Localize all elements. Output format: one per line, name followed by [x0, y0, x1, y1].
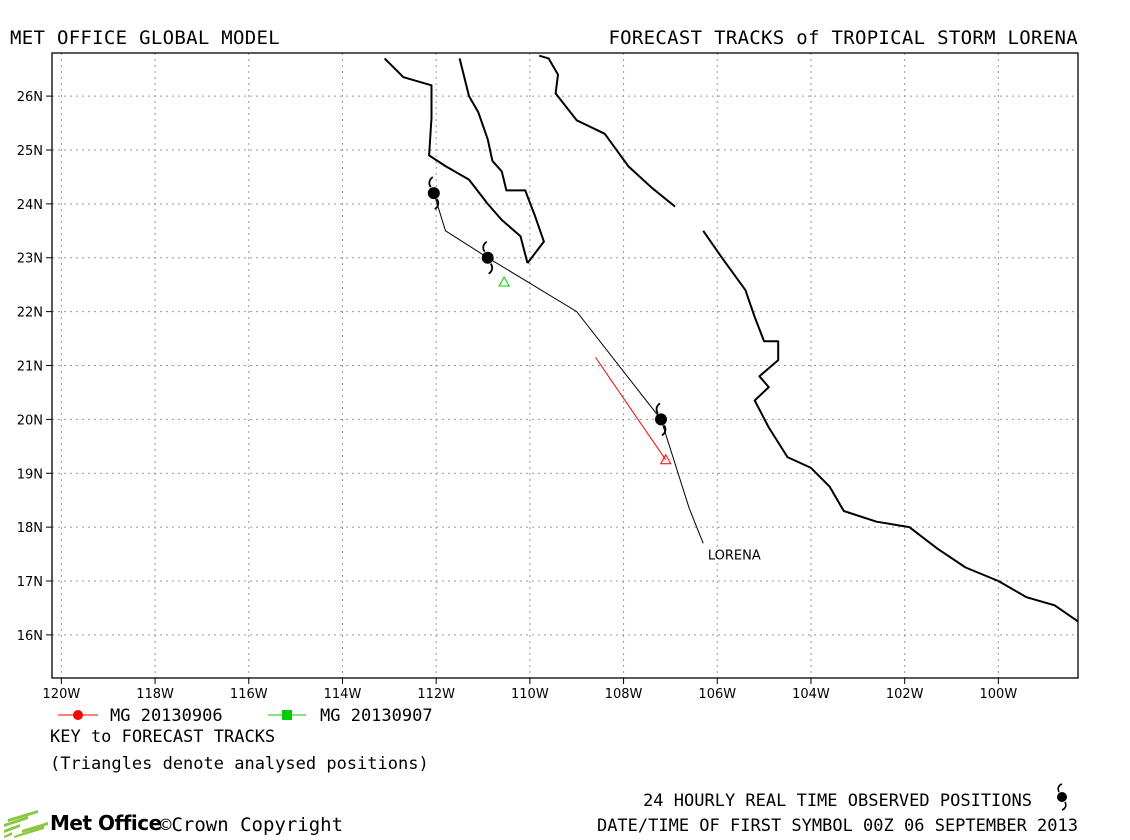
- lat-tick-label: 17N: [17, 575, 43, 590]
- storm-position-icon: [427, 176, 440, 210]
- grid: [52, 53, 1078, 678]
- storm-position-icon: [655, 402, 667, 437]
- lat-tick-label: 22N: [17, 306, 43, 321]
- coastline-mainland-south: [702, 230, 1079, 623]
- legend-label-2: MG 20130907: [320, 706, 433, 726]
- track-layer: [427, 176, 704, 544]
- map-frame: [51, 52, 1079, 679]
- met-office-wordmark: Met Office: [50, 811, 162, 835]
- lon-tick-label: 110W: [511, 687, 549, 702]
- copyright-text: ©Crown Copyright: [160, 814, 344, 836]
- observed-track-line: [433, 192, 704, 544]
- model-title: MET OFFICE GLOBAL MODEL: [10, 27, 280, 49]
- coastline-layer: [383, 54, 1079, 623]
- coastline-baja-east-coast: [458, 58, 545, 264]
- legend-item-mg-20130907: MG 20130907: [268, 706, 433, 726]
- lat-tick-label: 25N: [17, 144, 43, 159]
- forecast-track-line-0: [595, 357, 667, 461]
- coastline-baja-west-coast: [383, 57, 529, 264]
- lat-tick-label: 21N: [17, 360, 43, 375]
- lon-tick-label: 116W: [230, 687, 268, 702]
- lat-tick-label: 26N: [17, 90, 43, 105]
- lon-tick-label: 108W: [605, 687, 643, 702]
- lon-tick-label: 118W: [136, 687, 174, 702]
- lat-tick-label: 20N: [17, 413, 43, 428]
- chart-title: FORECAST TRACKS of TROPICAL STORM LORENA: [608, 27, 1078, 49]
- green-square-marker: [282, 710, 292, 720]
- legend-label-1: MG 20130906: [110, 706, 223, 726]
- storm-position-icon: [481, 240, 494, 275]
- lon-tick-label: 114W: [324, 687, 362, 702]
- legend: MG 20130906 MG 20130907: [58, 706, 433, 726]
- met-office-logo-icon: [4, 810, 48, 838]
- lat-tick-label: 23N: [17, 252, 43, 267]
- analysed-position-triangle: [659, 453, 672, 465]
- key-note: (Triangles denote analysed positions): [50, 754, 429, 774]
- lat-tick-label: 19N: [17, 467, 43, 482]
- lon-tick-label: 120W: [43, 687, 81, 702]
- hurricane-symbol-icon: [1057, 783, 1067, 811]
- coastline-mainland-north: [538, 54, 676, 208]
- latitude-labels: 16N 17N 18N 19N 20N 21N 22N 23N 24N 25N 26N: [17, 90, 52, 644]
- key-title: KEY to FORECAST TRACKS: [50, 727, 276, 747]
- lon-tick-label: 104W: [792, 687, 830, 702]
- lon-tick-label: 106W: [698, 687, 736, 702]
- lon-tick-label: 100W: [980, 687, 1018, 702]
- lat-tick-label: 16N: [17, 629, 43, 644]
- longitude-labels: 120W 118W 116W 114W 112W 110W 108W 106W 104W 102W…: [43, 678, 1018, 702]
- lat-tick-label: 18N: [17, 521, 43, 536]
- lon-tick-label: 112W: [417, 687, 455, 702]
- red-circle-marker: [73, 710, 83, 720]
- datetime-text: DATE/TIME OF FIRST SYMBOL 00Z 06 SEPTEMB…: [596, 816, 1078, 836]
- lat-tick-label: 24N: [17, 198, 43, 213]
- storm-name-label: LORENA: [708, 549, 761, 564]
- observed-positions-text: 24 HOURLY REAL TIME OBSERVED POSITIONS: [643, 791, 1032, 811]
- analysed-position-triangle: [498, 275, 510, 287]
- legend-item-mg-20130906: MG 20130906: [58, 706, 223, 726]
- lon-tick-label: 102W: [886, 687, 924, 702]
